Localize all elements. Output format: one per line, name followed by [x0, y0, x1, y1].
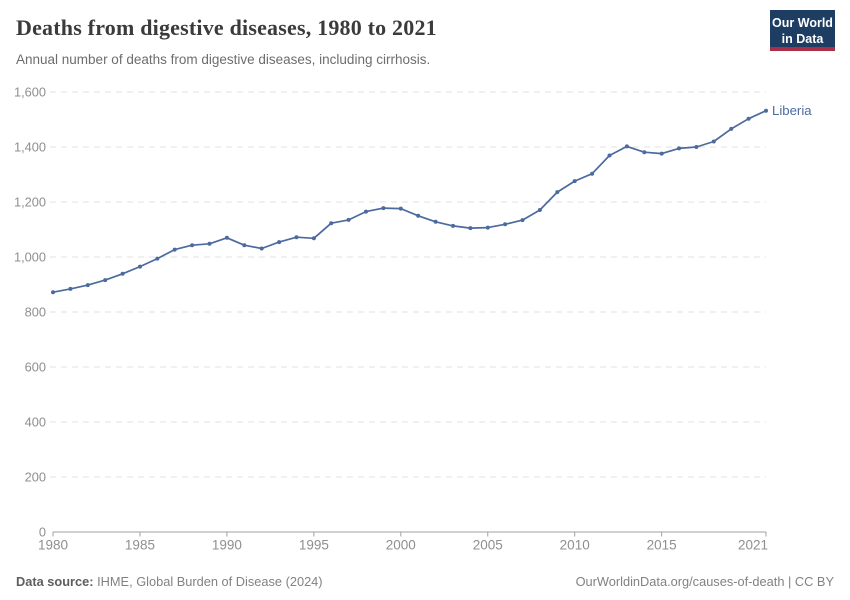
- data-point: [207, 241, 212, 246]
- data-point: [694, 145, 699, 149]
- data-point: [85, 283, 90, 288]
- data-point: [520, 218, 525, 223]
- data-point: [277, 240, 282, 245]
- y-tick-label: 200: [25, 470, 46, 485]
- chart-subtitle: Annual number of deaths from digestive d…: [16, 52, 431, 67]
- data-source: Data source: IHME, Global Burden of Dise…: [16, 574, 323, 589]
- y-tick-label: 600: [25, 360, 46, 375]
- data-point: [190, 243, 195, 248]
- data-point: [642, 150, 647, 155]
- x-tick-label: 2005: [473, 538, 503, 553]
- data-point: [607, 153, 612, 158]
- x-tick-label: 1995: [299, 538, 329, 553]
- y-tick-label: 800: [25, 305, 46, 320]
- y-tick-label: 0: [39, 525, 46, 540]
- data-point: [711, 139, 716, 144]
- data-point: [138, 264, 142, 269]
- data-point: [746, 116, 751, 121]
- data-point: [51, 290, 55, 295]
- owid-logo-line2: in Data: [781, 32, 824, 47]
- chart-footer: Data source: IHME, Global Burden of Dise…: [0, 562, 850, 600]
- x-tick-label: 2010: [560, 538, 590, 553]
- data-point: [433, 219, 438, 224]
- data-point: [659, 151, 664, 156]
- data-point: [329, 221, 334, 226]
- credit-link[interactable]: OurWorldinData.org/causes-of-death | CC …: [575, 574, 834, 589]
- data-point: [311, 236, 316, 241]
- y-tick-label: 1,600: [14, 85, 46, 100]
- data-point: [364, 209, 368, 214]
- data-point: [590, 171, 595, 176]
- data-source-text: IHME, Global Burden of Disease (2024): [93, 574, 323, 589]
- data-point: [503, 222, 508, 227]
- data-point: [172, 247, 177, 252]
- data-point: [259, 246, 264, 251]
- data-point: [555, 190, 560, 195]
- y-tick-label: 400: [25, 415, 46, 430]
- x-tick-label: 1980: [38, 538, 68, 553]
- data-point: [381, 206, 386, 211]
- x-tick-label: 1985: [125, 538, 155, 553]
- data-line: [52, 109, 767, 294]
- data-point: [624, 144, 629, 149]
- page-title: Deaths from digestive diseases, 1980 to …: [16, 15, 437, 40]
- data-point: [224, 235, 229, 240]
- data-point: [242, 243, 247, 248]
- x-tick-label: 1990: [212, 538, 242, 553]
- x-tick-label: 2000: [386, 538, 416, 553]
- data-point: [120, 271, 125, 276]
- data-point: [468, 226, 473, 231]
- data-point: [572, 179, 577, 184]
- data-point: [764, 108, 768, 113]
- data-point: [451, 223, 455, 228]
- y-tick-label: 1,000: [14, 250, 46, 265]
- x-tick-label: 2021: [738, 538, 768, 553]
- data-point: [537, 208, 542, 212]
- data-point: [729, 126, 734, 131]
- data-point: [677, 146, 681, 151]
- owid-logo[interactable]: Our World in Data: [770, 10, 835, 51]
- data-source-label: Data source:: [16, 574, 94, 589]
- data-point: [103, 278, 108, 283]
- data-point: [485, 225, 490, 230]
- y-tick-label: 1,200: [14, 195, 46, 210]
- owid-logo-line1: Our World: [772, 16, 833, 30]
- x-tick-label: 2015: [647, 538, 677, 553]
- data-point: [416, 213, 421, 218]
- data-point: [294, 235, 299, 240]
- data-point: [398, 206, 403, 211]
- data-point: [68, 286, 73, 291]
- data-point: [346, 217, 351, 222]
- series-label[interactable]: Liberia: [772, 103, 812, 118]
- data-point: [155, 256, 160, 261]
- y-tick-label: 1,400: [14, 140, 46, 155]
